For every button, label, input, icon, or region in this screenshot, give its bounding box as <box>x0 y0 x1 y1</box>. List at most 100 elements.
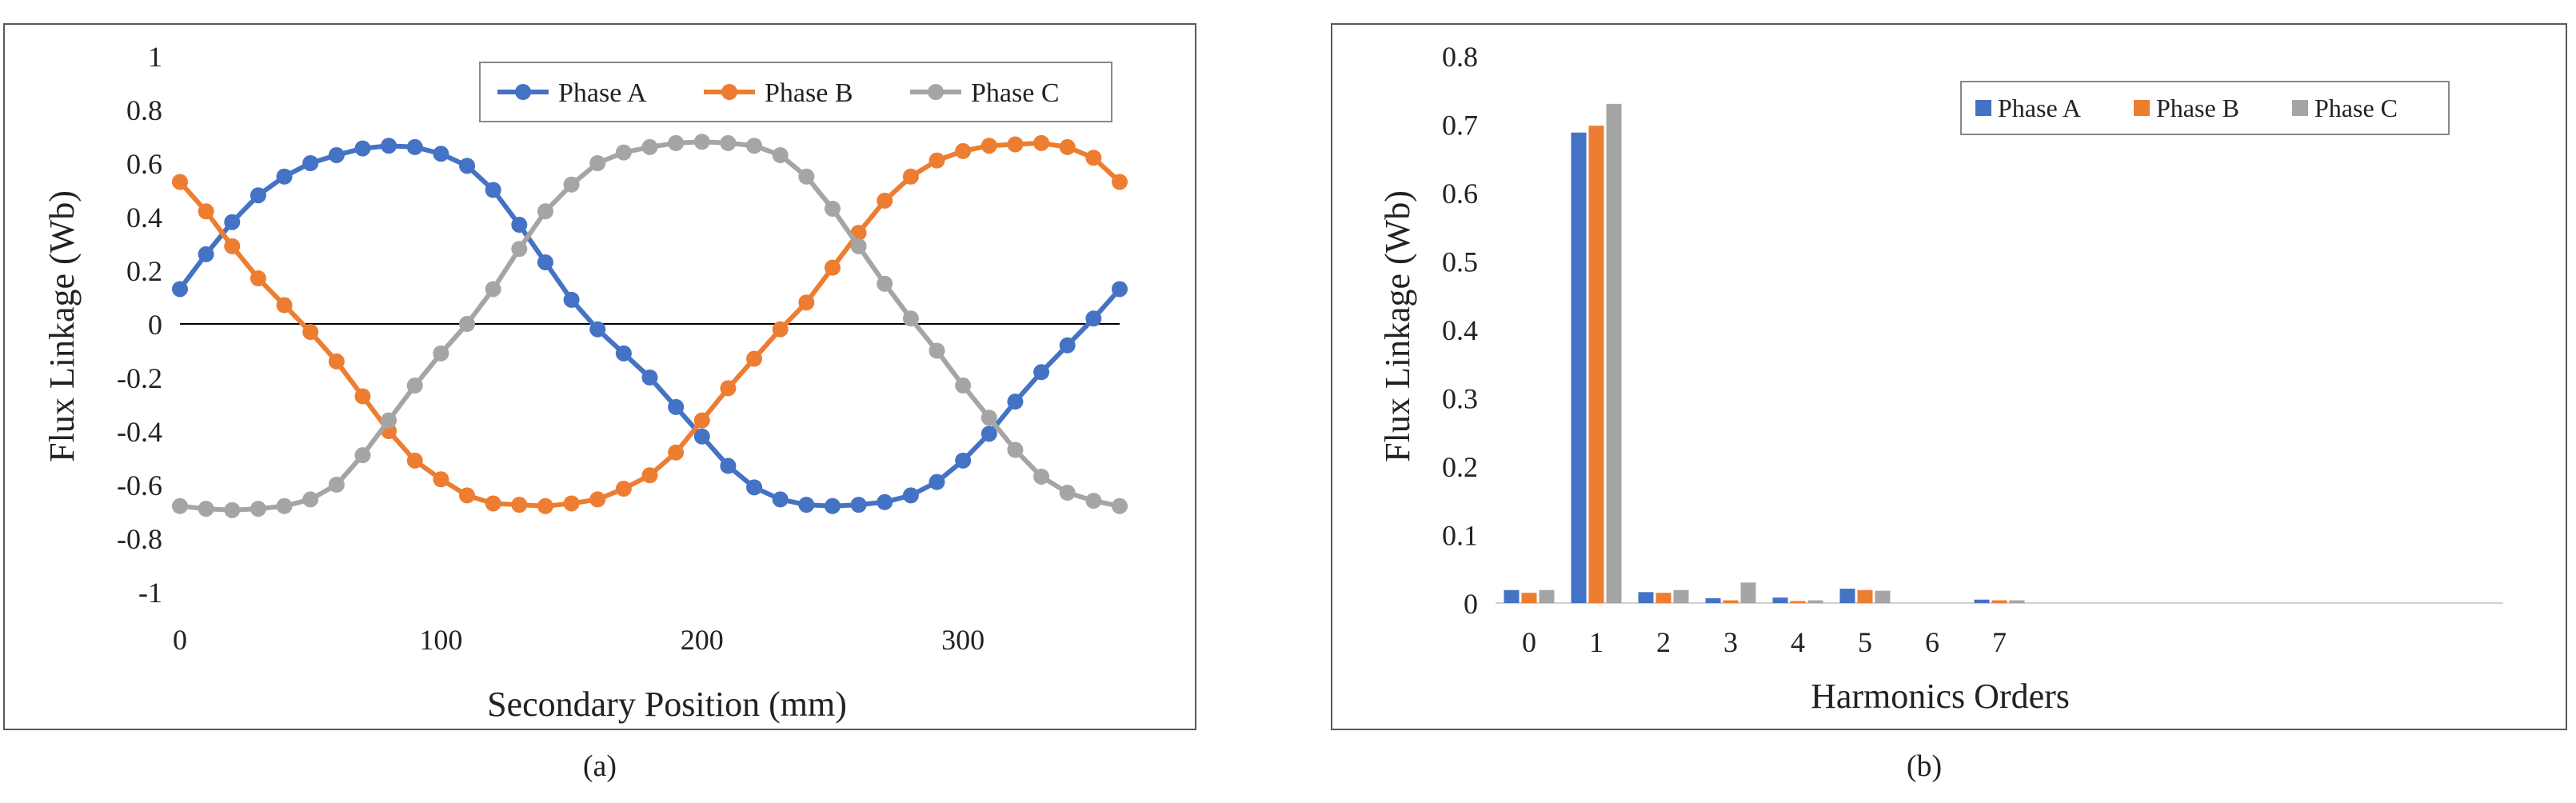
bar <box>1606 103 1622 604</box>
bar <box>1991 600 2007 603</box>
data-point <box>877 275 893 292</box>
y-tick-label: 0.4 <box>126 202 162 234</box>
y-tick-label: 0.4 <box>1442 314 1478 346</box>
bar <box>1504 589 1520 603</box>
data-point <box>563 291 580 308</box>
y-tick-label: 0.8 <box>1442 41 1478 73</box>
y-tick-label: -0.8 <box>117 523 162 555</box>
data-point <box>406 378 423 394</box>
bar <box>1539 589 1555 603</box>
legend-swatch-marker <box>721 84 737 100</box>
data-point <box>1059 485 1076 501</box>
data-point <box>955 142 972 159</box>
data-point <box>850 497 867 513</box>
x-tick-label: 6 <box>1925 626 1939 658</box>
panel-b: 0.8 0.7 0.6 0.5 0.4 0.3 0.2 0.1 0 0 1 2 3 4 5 6 7 Phase … <box>1331 23 2567 783</box>
data-point <box>589 321 606 338</box>
bar <box>1723 600 1739 603</box>
y-axis-title: Flux Linkage (Wb) <box>42 190 82 462</box>
line-chart: 1 0.8 0.6 0.4 0.2 0 -0.2 -0.4 -0.6 -0.8 -1 0 100 200 3… <box>117 41 1128 656</box>
data-point <box>328 353 345 370</box>
bar <box>1571 132 1587 603</box>
data-point <box>850 238 867 254</box>
data-point <box>433 471 449 488</box>
data-point <box>1033 468 1050 485</box>
y-tick-label: 0.2 <box>126 255 162 287</box>
data-point <box>302 491 319 508</box>
x-tick-label: 0 <box>173 624 187 656</box>
x-tick-label: 3 <box>1723 626 1738 658</box>
data-point <box>276 168 293 185</box>
data-point <box>537 203 553 220</box>
data-point <box>902 168 919 185</box>
legend-swatch-marker <box>928 84 944 100</box>
data-point <box>746 479 763 496</box>
data-point <box>668 134 685 151</box>
bar-chart: 0.8 0.7 0.6 0.5 0.4 0.3 0.2 0.1 0 0 1 2 3 4 5 6 7 <box>1442 41 2503 658</box>
bar <box>1974 599 1990 603</box>
data-point <box>668 398 685 415</box>
data-point <box>224 214 241 230</box>
data-point <box>798 497 815 513</box>
x-tick-label: 0 <box>1522 626 1536 658</box>
y-tick-label: 0.6 <box>126 148 162 180</box>
legend-label: Phase C <box>2314 94 2398 122</box>
data-point <box>276 297 293 314</box>
legend-swatch <box>1975 100 1991 116</box>
chart-legend: Phase A Phase B Phase C <box>479 62 1112 122</box>
y-tick-label: 1 <box>148 41 162 73</box>
data-point <box>1033 364 1050 381</box>
x-axis-title: Harmonics Orders <box>1811 677 2070 716</box>
data-point <box>798 168 815 185</box>
data-point <box>641 370 658 386</box>
x-tick-label: 7 <box>1992 626 2007 658</box>
data-point <box>406 452 423 469</box>
data-point <box>1112 174 1128 190</box>
legend-box <box>1960 81 2450 135</box>
legend-box <box>479 62 1112 122</box>
data-point <box>563 495 580 512</box>
panel-a-frame <box>3 23 1196 730</box>
data-point <box>720 380 737 397</box>
y-tick-label: -0.6 <box>117 469 162 501</box>
data-point <box>406 138 423 155</box>
data-point <box>354 388 371 405</box>
data-point <box>772 321 789 338</box>
data-point <box>641 467 658 484</box>
data-point <box>276 497 293 514</box>
data-point <box>902 310 919 327</box>
bar <box>1673 589 1689 603</box>
data-point <box>824 200 841 217</box>
data-point <box>693 428 710 445</box>
bar <box>1740 582 1756 603</box>
legend-label: Phase B <box>2156 94 2239 122</box>
data-point <box>693 134 710 150</box>
bar <box>1875 590 1891 603</box>
legend-label: Phase C <box>971 78 1060 108</box>
data-point <box>772 491 789 508</box>
x-tick-label: 2 <box>1656 626 1671 658</box>
x-tick-label: 100 <box>419 624 462 656</box>
data-point <box>459 316 476 332</box>
data-point <box>485 182 501 198</box>
data-point <box>929 473 945 490</box>
y-tick-label: 0.8 <box>126 94 162 126</box>
data-point <box>354 140 371 157</box>
data-point <box>433 345 449 362</box>
bar <box>1839 589 1855 603</box>
data-point <box>485 495 501 512</box>
bar <box>1790 601 1806 603</box>
data-point <box>1085 310 1102 327</box>
panel-b-frame <box>1331 23 2567 730</box>
x-tick-label: 5 <box>1858 626 1872 658</box>
legend-label: Phase B <box>765 78 853 108</box>
data-point <box>224 501 241 518</box>
data-point <box>485 281 501 298</box>
data-point <box>250 270 266 287</box>
data-point <box>537 497 553 514</box>
data-point <box>250 501 266 517</box>
legend-label: Phase A <box>558 78 647 108</box>
data-point <box>746 138 763 154</box>
data-point <box>902 487 919 504</box>
